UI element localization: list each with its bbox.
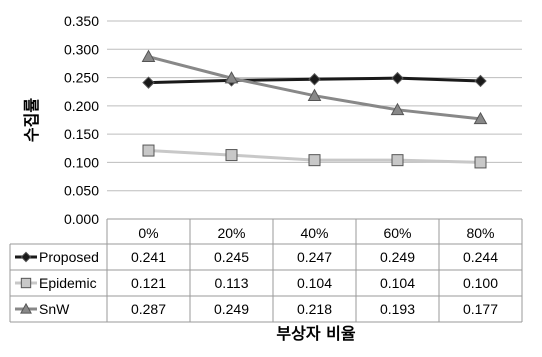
x-tick-label: 0% xyxy=(138,225,158,241)
data-point xyxy=(307,88,322,101)
legend-label: Epidemic xyxy=(39,275,97,291)
data-label: 0.104 xyxy=(297,275,332,291)
series-line-snw xyxy=(148,55,481,121)
data-point xyxy=(20,251,32,263)
y-tick-label: 0.100 xyxy=(64,154,99,170)
y-tick-label: 0.300 xyxy=(64,41,99,57)
data-point xyxy=(20,277,32,289)
legend-label: SnW xyxy=(39,301,70,317)
data-point xyxy=(142,144,155,157)
data-point xyxy=(391,154,404,167)
data-label: 0.104 xyxy=(380,275,415,291)
y-tick-label: 0.350 xyxy=(64,13,99,29)
data-table: 0% 20% 40% 60% 80% Proposed 0.241 0.245 0.247 0.2… xyxy=(9,219,523,323)
data-point xyxy=(474,74,487,88)
data-label: 0.193 xyxy=(380,301,415,317)
data-point xyxy=(142,76,155,89)
series-lines xyxy=(141,49,488,169)
axis-titles: 수집률 부상자 비율 xyxy=(22,98,356,343)
y-tick-label: 0.250 xyxy=(64,70,99,86)
data-point xyxy=(308,154,321,167)
y-tick-label: 0.150 xyxy=(64,126,99,142)
x-tick-label: 60% xyxy=(383,225,411,241)
data-label: 0.177 xyxy=(463,301,498,317)
x-tick-label: 80% xyxy=(466,225,494,241)
legend-label: Proposed xyxy=(39,249,99,265)
data-label: 0.121 xyxy=(131,275,166,291)
x-axis-title: 부상자 비율 xyxy=(276,324,355,343)
data-label: 0.249 xyxy=(214,301,249,317)
y-tick-label: 0.050 xyxy=(64,183,99,199)
data-point xyxy=(224,71,239,84)
y-tick-label: 0.200 xyxy=(64,98,99,114)
data-label: 0.218 xyxy=(297,301,332,317)
data-point xyxy=(20,302,32,314)
data-point xyxy=(390,102,405,116)
data-point xyxy=(308,73,321,86)
data-label: 0.249 xyxy=(380,249,415,265)
data-point xyxy=(141,49,156,62)
x-tick-label: 40% xyxy=(300,225,328,241)
data-point xyxy=(391,71,404,85)
data-point xyxy=(225,149,238,162)
axes: 0.000 0.050 0.100 0.150 0.200 0.250 0.300 0.350 xyxy=(64,13,522,227)
data-point xyxy=(473,111,488,125)
data-label: 0.113 xyxy=(215,275,249,291)
data-point xyxy=(474,156,487,169)
y-axis-title: 수집률 xyxy=(22,98,41,142)
data-label: 0.287 xyxy=(131,301,166,317)
data-label: 0.247 xyxy=(297,249,332,265)
data-label: 0.244 xyxy=(463,249,498,265)
y-tick-label: 0.000 xyxy=(64,211,99,227)
data-label: 0.245 xyxy=(214,249,249,265)
data-label: 0.241 xyxy=(131,249,166,265)
data-label: 0.100 xyxy=(463,275,498,291)
x-tick-label: 20% xyxy=(217,225,245,241)
